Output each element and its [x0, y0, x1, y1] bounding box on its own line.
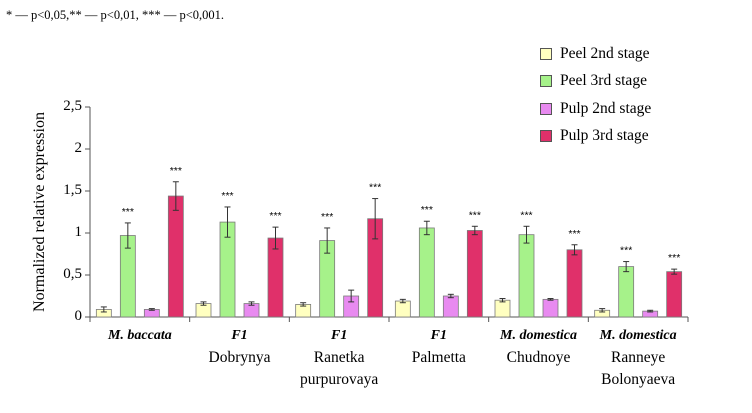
- category-species-label: M. domestica: [500, 328, 577, 343]
- significance-label: ***: [568, 228, 580, 240]
- y-tick-label: 0: [74, 308, 83, 324]
- category-species-label: M. baccata: [107, 328, 172, 343]
- category-label: M. domestica Ranneye Bolonyaeva: [578, 325, 698, 391]
- category-label: M. baccata: [80, 325, 200, 347]
- category-name-label: Chudnoye: [506, 349, 571, 366]
- legend-label: Peel 2nd stage: [560, 44, 650, 62]
- y-tick-label: 0,5: [63, 266, 82, 282]
- significance-label: ***: [668, 252, 680, 264]
- category-label: F1 Dobrynya: [180, 325, 300, 369]
- bar: [666, 271, 683, 318]
- category-name-label: Ranetka: [313, 349, 365, 366]
- category-name-label: Palmetta: [411, 349, 466, 366]
- legend-item: Peel 2nd stage: [540, 40, 651, 68]
- y-tick-label: 2,5: [63, 98, 82, 114]
- significance-label: ***: [620, 245, 632, 257]
- significance-label: ***: [122, 206, 134, 218]
- bar: [442, 295, 459, 318]
- bar: [418, 227, 435, 318]
- y-tick-label: 2: [74, 140, 83, 156]
- significance-label: ***: [170, 165, 182, 177]
- category-name-label: Bolonyaeva: [601, 371, 676, 388]
- significance-label: ***: [269, 210, 281, 222]
- significance-label: ***: [421, 204, 433, 216]
- legend-swatch: [540, 75, 552, 88]
- legend-item: Pulp 3rd stage: [540, 123, 651, 151]
- category-species-label: M. domestica: [599, 328, 677, 343]
- bar: [566, 249, 583, 318]
- category-species-label: F1: [231, 328, 248, 343]
- significance-label: ***: [520, 209, 532, 221]
- significance-label: ***: [221, 190, 233, 202]
- legend-swatch: [540, 130, 552, 143]
- bar: [267, 237, 284, 318]
- bar: [618, 266, 635, 318]
- legend-item: Peel 3rd stage: [540, 68, 651, 96]
- category-name-label: Ranneye: [611, 349, 666, 366]
- legend: Peel 2nd stage Peel 3rd stage Pulp 2nd sta…: [540, 40, 651, 150]
- legend-swatch: [540, 47, 552, 60]
- legend-item: Pulp 2nd stage: [540, 95, 651, 123]
- category-species-label: F1: [330, 328, 348, 343]
- legend-label: Pulp 2nd stage: [560, 99, 652, 117]
- y-tick-label: 1: [74, 224, 83, 240]
- y-tick-label: 1,5: [63, 182, 82, 198]
- bar: [542, 298, 559, 318]
- category-label: M. domestica Chudnoye: [479, 325, 599, 369]
- category-label: F1 Palmetta: [379, 325, 499, 369]
- category-name-label: purpurovaya: [299, 371, 379, 388]
- bar: [494, 299, 511, 318]
- category-species-label: F1: [430, 328, 447, 343]
- significance-label: ***: [369, 182, 381, 194]
- bar: [466, 230, 483, 318]
- category-name-label: Dobrynya: [208, 349, 271, 366]
- bar: [167, 195, 184, 318]
- bar: [518, 234, 535, 318]
- legend-swatch: [540, 102, 552, 115]
- significance-note: * — p<0,05,** — p<0,01, *** — p<0,001.: [6, 8, 225, 22]
- category-label: F1 Ranetka purpurovaya: [279, 325, 399, 391]
- legend-label: Pulp 3rd stage: [560, 127, 649, 145]
- legend-label: Peel 3rd stage: [560, 72, 647, 90]
- significance-label: ***: [321, 211, 333, 223]
- significance-label: ***: [469, 209, 481, 221]
- bar: [394, 300, 411, 318]
